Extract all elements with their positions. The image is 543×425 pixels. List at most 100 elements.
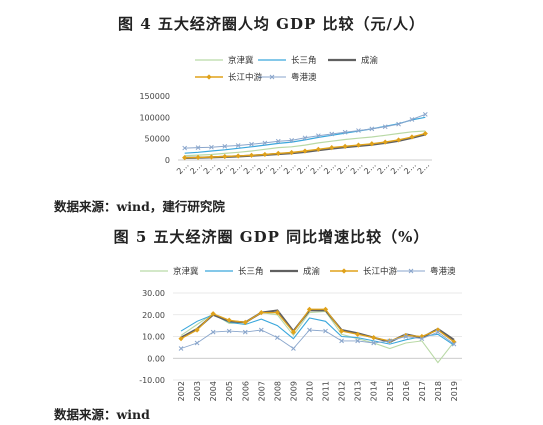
chart2-series-4-point [210, 329, 216, 335]
chart2-series-4-point [323, 328, 328, 334]
chart2-x-tick: 2003 [193, 381, 202, 401]
chart2-series-3-point [274, 309, 280, 316]
chart2-series-3-point [194, 327, 200, 333]
chart2-series-4-point [194, 340, 200, 346]
chart1-legend-label: 长三角 [291, 55, 317, 66]
chart1-series-4-point [329, 131, 335, 137]
chart2-x-tick: 2014 [370, 381, 379, 401]
chart2-y-tick: -10.00 [139, 376, 165, 385]
chart1-series-3-point [275, 150, 281, 156]
chart2-series-3-point [355, 331, 361, 337]
chart1-series-3-point [342, 143, 348, 149]
chart2-y-tick: 20.00 [142, 311, 165, 320]
chart1-y-tick: 150000 [139, 92, 170, 101]
chart1-series-4-point [356, 128, 361, 133]
chart1-series-4-point [382, 124, 388, 130]
chart1-y-tick: 50000 [145, 135, 170, 144]
chart2-legend-marker [341, 268, 347, 274]
chart1-series-4-point [316, 133, 321, 139]
chart2-series-4-point [387, 338, 393, 344]
chart2-series-3-point [403, 332, 409, 339]
chart2-source: 数据来源：wind [54, 407, 150, 422]
chart1-title: 图 4 五大经济圈人均 GDP 比较（元/人） [118, 15, 425, 33]
chart1-legend-label: 成渝 [361, 55, 379, 66]
chart2-series-line-2 [180, 309, 455, 343]
chart2-series-3-point [338, 328, 345, 334]
chart1-series-4-point [262, 140, 268, 146]
chart2-series-3-point [242, 319, 248, 325]
chart1-series-4-point [275, 138, 281, 144]
chart2-series-4-point [451, 341, 457, 347]
chart2-series-3-point [371, 334, 377, 341]
chart2-x-tick: 2010 [305, 381, 314, 401]
chart1-y-tick: 0 [165, 156, 170, 165]
chart1-series-3-point [329, 145, 335, 151]
chart2-y-tick: 0.00 [147, 354, 165, 363]
chart2-series-3-point [226, 317, 232, 323]
chart1-series-3-point [302, 148, 308, 154]
chart2-series-4-point [339, 338, 344, 344]
chart1-series-3-point [289, 149, 295, 156]
chart2-series-4-point [435, 329, 441, 335]
chart1-legend-marker [206, 74, 212, 80]
chart2-legend-label: 京津冀 [173, 266, 199, 277]
chart1-series-4-point [342, 129, 348, 135]
chart1-series-line-0 [184, 130, 426, 157]
chart2-legend-marker [408, 268, 414, 274]
chart2-x-tick: 2007 [257, 381, 266, 401]
chart1-series-4-point [182, 145, 188, 151]
chart2-series-4-point [403, 334, 409, 339]
chart2-x-tick: 2019 [450, 381, 459, 401]
chart1-series-4-point [369, 126, 375, 132]
chart2-y-tick: 10.00 [142, 333, 165, 342]
chart1-series-4-point [396, 121, 401, 127]
chart1-series-4-point [249, 141, 254, 147]
chart1-series-3-point [222, 153, 228, 160]
chart2-x-tick: 2015 [386, 381, 395, 401]
chart1-series-4-point [195, 145, 201, 150]
chart2-series-line-4 [180, 329, 455, 350]
chart2-series-4-point [226, 328, 232, 334]
chart1-series-4-point [222, 143, 228, 149]
chart1-series-3-point [369, 141, 375, 147]
chart2-series-4-point [291, 346, 296, 351]
chart1-series-4-point [209, 144, 214, 150]
chart2-x-tick: 2016 [402, 381, 411, 401]
chart1-series-3-point [182, 155, 188, 161]
chart1-series-4-point [289, 138, 294, 143]
chart2-series-line-3 [180, 308, 455, 343]
chart2-legend-label: 成渝 [303, 266, 321, 277]
chart2-series-4-point [419, 336, 425, 342]
chart2-series-3-point [322, 306, 329, 312]
chart2-legend-label: 长江中游 [363, 266, 398, 277]
chart1-series-3-point [208, 154, 215, 160]
chart2-series-4-point [242, 329, 248, 335]
chart1-series-4-point [409, 117, 415, 122]
chart2-x-tick: 2017 [418, 381, 427, 401]
chart1-legend-label: 粤港澳 [291, 72, 317, 83]
chart2-x-tick: 2006 [241, 381, 250, 401]
chart2-series-4-point [355, 338, 360, 344]
chart2-series-4-point [178, 346, 184, 351]
chart2-series-4-point [307, 327, 312, 333]
chart1-series-3-point [315, 146, 321, 152]
chart1-series-3-point [262, 151, 268, 158]
chart1-legend-marker [269, 74, 275, 80]
chart2-series-4-point [371, 340, 377, 346]
chart1-series-3-point [235, 153, 241, 159]
chart1-series-3-point [422, 130, 428, 137]
chart1-y-tick: 100000 [139, 113, 170, 122]
chart2-x-tick: 2018 [434, 381, 443, 401]
chart2-legend-label: 长三角 [238, 266, 264, 277]
chart2-series-4-point [258, 327, 264, 333]
chart1-series-3-point [382, 139, 388, 145]
chart1-legend-label: 京津冀 [228, 55, 254, 66]
chart2-series-3-point [290, 329, 297, 335]
chart1-series-4-point [302, 135, 308, 141]
chart2-series-3-point [210, 311, 216, 317]
chart2-y-tick: 30.00 [142, 289, 165, 298]
chart2-x-tick: 2009 [289, 381, 298, 401]
chart1-series-3-point [409, 134, 415, 140]
